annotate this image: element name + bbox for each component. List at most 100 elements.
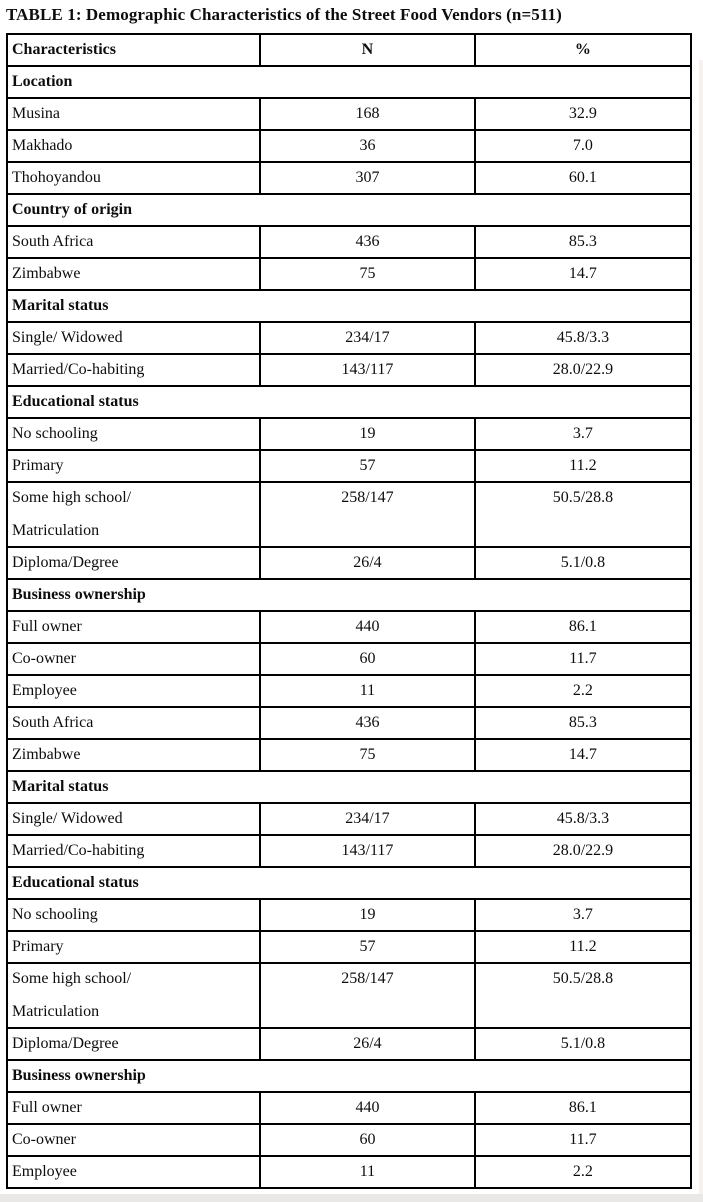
characteristic-cell: Full owner (5, 1091, 262, 1125)
table-title: TABLE 1: Demographic Characteristics of … (6, 5, 562, 24)
table-row: Zimbabwe 75 14.7 (5, 738, 693, 772)
n-value-cell: 307 (259, 161, 476, 195)
percent-value-cell: 32.9 (473, 97, 693, 131)
table-row: Makhado 36 7.0 (5, 129, 693, 163)
percent-value-cell: 3.7 (473, 898, 693, 932)
characteristic-cell: Full owner (5, 610, 262, 644)
table-row: Zimbabwe 75 14.7 (5, 257, 693, 291)
characteristic-label: Full owner (12, 618, 82, 635)
n-value-cell: 258/147 (259, 481, 476, 548)
characteristic-cell: Diploma/Degree (5, 1027, 262, 1061)
n-value-cell: 143/117 (259, 353, 476, 387)
characteristic-label: Some high school/ (12, 970, 132, 987)
characteristic-cell: No schooling (5, 417, 262, 451)
section-row: Educational status (6, 385, 692, 419)
characteristic-label-line2: Matriculation (12, 1003, 100, 1020)
percent-value-cell: 50.5/28.8 (473, 481, 693, 548)
table-row: Co-owner 60 11.7 (5, 642, 693, 676)
characteristic-cell: Married/Co-habiting (5, 353, 262, 387)
table-row: Diploma/Degree 26/4 5.1/0.8 (5, 1027, 693, 1061)
characteristic-label: Co-owner (12, 650, 76, 667)
characteristic-label: Single/ Widowed (12, 810, 123, 827)
section-row: Educational status (6, 866, 692, 900)
characteristic-cell: Co-owner (5, 642, 262, 676)
characteristic-cell: South Africa (5, 706, 262, 740)
characteristic-cell: Zimbabwe (5, 257, 262, 291)
section-row: Location (6, 65, 692, 99)
percent-value-cell: 11.7 (473, 1123, 693, 1157)
characteristic-label: No schooling (12, 906, 98, 923)
n-value-cell: 11 (259, 1155, 476, 1189)
col-header-percent: % (473, 33, 693, 67)
percent-value-cell: 5.1/0.8 (473, 546, 693, 580)
table-row: South Africa 436 85.3 (5, 225, 693, 259)
characteristic-label: South Africa (12, 714, 94, 731)
characteristic-label: Employee (12, 1163, 77, 1180)
characteristic-label: Makhado (12, 137, 73, 154)
table-row: South Africa 436 85.3 (5, 706, 693, 740)
n-value-cell: 36 (259, 129, 476, 163)
percent-value-cell: 7.0 (473, 129, 693, 163)
characteristic-label: Thohoyandou (12, 169, 101, 186)
table-row: Full owner 440 86.1 (5, 610, 693, 644)
n-value-cell: 258/147 (259, 962, 476, 1029)
section-row: Business ownership (6, 1059, 692, 1093)
percent-value-cell: 5.1/0.8 (473, 1027, 693, 1061)
table-row: Musina 168 32.9 (5, 97, 693, 131)
percent-value-cell: 50.5/28.8 (473, 962, 693, 1029)
n-value-cell: 19 (259, 898, 476, 932)
percent-value-cell: 11.2 (473, 449, 693, 483)
n-value-cell: 60 (259, 642, 476, 676)
header-row: Characteristics N % (5, 33, 693, 67)
n-value-cell: 436 (259, 225, 476, 259)
percent-value-cell: 2.2 (473, 674, 693, 708)
n-value-cell: 143/117 (259, 834, 476, 868)
percent-value-cell: 11.2 (473, 930, 693, 964)
characteristic-cell: Single/ Widowed (5, 802, 262, 836)
n-value-cell: 436 (259, 706, 476, 740)
characteristic-label: Full owner (12, 1099, 82, 1116)
characteristic-label: Diploma/Degree (12, 1035, 119, 1052)
characteristic-cell: Primary (5, 449, 262, 483)
percent-value-cell: 45.8/3.3 (473, 321, 693, 355)
section-label: Marital status (6, 770, 692, 804)
characteristic-label: Zimbabwe (12, 746, 81, 763)
characteristic-cell: Some high school/Matriculation (5, 481, 262, 548)
characteristic-cell: Some high school/Matriculation (5, 962, 262, 1029)
characteristic-label: Musina (12, 105, 60, 122)
table-row: No schooling 19 3.7 (5, 898, 693, 932)
table-row: Employee 11 2.2 (5, 674, 693, 708)
characteristic-label: Some high school/ (12, 489, 132, 506)
table-row: Primary 57 11.2 (5, 930, 693, 964)
characteristic-label: Primary (12, 457, 64, 474)
characteristic-cell: Thohoyandou (5, 161, 262, 195)
table-row: Primary 57 11.2 (5, 449, 693, 483)
percent-value-cell: 86.1 (473, 610, 693, 644)
col-header-characteristics: Characteristics (5, 33, 262, 67)
n-value-cell: 26/4 (259, 1027, 476, 1061)
percent-value-cell: 14.7 (473, 257, 693, 291)
characteristic-label: Single/ Widowed (12, 329, 123, 346)
table-row: Some high school/Matriculation 258/147 50.… (5, 962, 693, 1029)
percent-value-cell: 14.7 (473, 738, 693, 772)
characteristic-cell: Diploma/Degree (5, 546, 262, 580)
characteristic-label: Married/Co-habiting (12, 842, 145, 859)
characteristic-label: South Africa (12, 233, 94, 250)
characteristic-label: Married/Co-habiting (12, 361, 145, 378)
percent-value-cell: 28.0/22.9 (473, 834, 693, 868)
scan-edge-bottom (0, 1194, 703, 1202)
characteristic-cell: Makhado (5, 129, 262, 163)
scan-edge-right (699, 60, 703, 1202)
n-value-cell: 60 (259, 1123, 476, 1157)
n-value-cell: 75 (259, 738, 476, 772)
table-row: Full owner 440 86.1 (5, 1091, 693, 1125)
table-row: Single/ Widowed 234/17 45.8/3.3 (5, 802, 693, 836)
characteristic-cell: No schooling (5, 898, 262, 932)
section-label: Marital status (6, 289, 692, 323)
section-label: Business ownership (6, 1059, 692, 1093)
col-header-n: N (259, 33, 476, 67)
percent-value-cell: 3.7 (473, 417, 693, 451)
characteristic-cell: Co-owner (5, 1123, 262, 1157)
table-header: Characteristics N % (5, 33, 693, 67)
